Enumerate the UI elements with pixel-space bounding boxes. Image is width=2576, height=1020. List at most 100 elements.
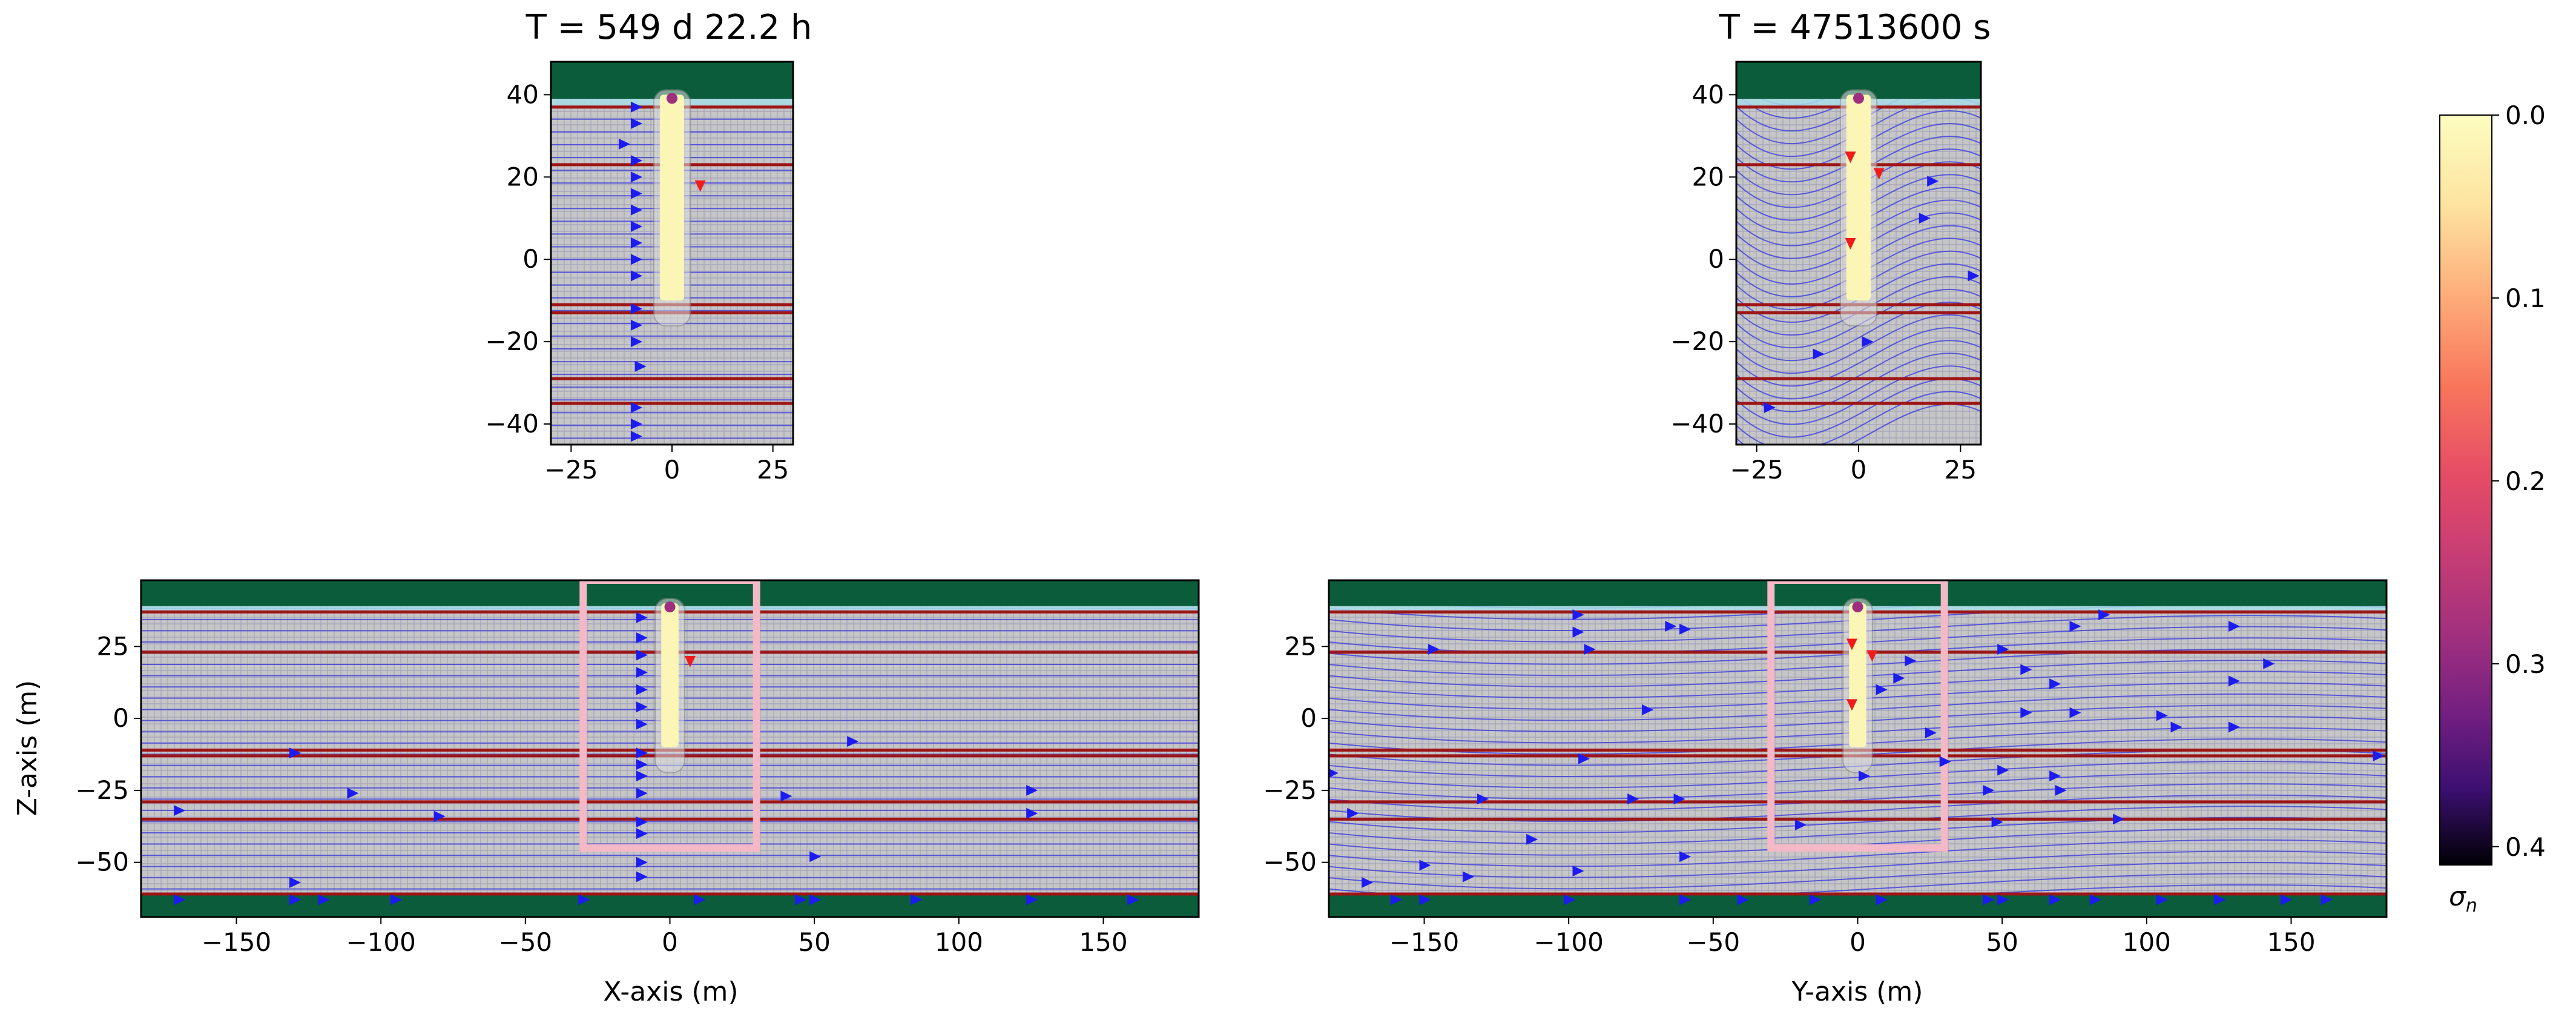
flow-arrow-red (1846, 638, 1857, 651)
flow-arrow-blue (2156, 894, 2168, 906)
flow-arrow-blue (1329, 768, 1339, 778)
y-tick-label: 20 (507, 162, 539, 191)
flow-arrow-blue (694, 894, 706, 906)
flow-arrow-blue (631, 204, 642, 216)
flow-arrow-blue (1859, 770, 1871, 782)
plot-content (1329, 580, 2387, 917)
flow-arrow-blue (1477, 793, 1489, 805)
plume (1849, 603, 1866, 747)
y-tick-label: −50 (75, 847, 129, 877)
streamline (1329, 850, 2387, 878)
flow-arrow-blue (1939, 756, 1951, 767)
flow-arrow-blue (1665, 621, 1677, 632)
flow-arrow-blue (2055, 784, 2067, 796)
bottom-green-layer (1329, 893, 2387, 917)
flow-arrow-blue (631, 303, 642, 314)
chart-panel-top-left: T = 549 d 22.2 h −25 0 25 −40 −20 0 20 40 (485, 8, 812, 485)
axis-ticks: −150 −100 −50 0 50 100 150 25 0 −25 −50 (75, 631, 1127, 957)
flow-arrow-blue (631, 188, 642, 199)
flow-arrow-blue (631, 431, 642, 442)
flow-arrow-blue (2098, 609, 2110, 621)
flow-arrow-blue (347, 787, 359, 799)
flow-arrow-blue (1925, 727, 1937, 738)
plot-area-top-left: −25 0 25 −40 −20 0 20 40 (485, 61, 794, 485)
streamline (1329, 761, 2387, 789)
flow-arrows (1329, 609, 2385, 906)
x-axis-label-bottom-left: X-axis (m) (603, 976, 738, 1007)
flow-arrow-blue (2214, 894, 2226, 906)
colorbar-label: σn (2449, 881, 2477, 916)
flow-arrow-blue (2228, 721, 2241, 733)
flow-arrow-blue (1627, 793, 1639, 805)
chart-title-top-left: T = 549 d 22.2 h (525, 8, 812, 47)
flow-arrow-blue (636, 871, 648, 883)
x-tick-label: 25 (757, 455, 789, 485)
plot-content (551, 62, 793, 445)
flow-arrow-blue (636, 747, 648, 759)
flow-arrow-blue (2089, 894, 2101, 906)
y-tick-label: −20 (1670, 326, 1724, 356)
y-tick-label: 0 (1708, 244, 1724, 274)
flow-arrow-blue (636, 787, 648, 799)
flow-arrow-blue (1927, 176, 1939, 187)
x-tick-label: −100 (1533, 927, 1603, 957)
chart-panel-bottom-right: −150 −100 −50 0 50 100 150 25 0 −25 −50 Y-axis (m) (1263, 579, 2388, 1007)
y-tick-label: −40 (485, 409, 539, 439)
flow-arrow-blue (1876, 894, 1888, 906)
flow-arrow-blue (2049, 770, 2061, 782)
streamline (1736, 314, 1981, 374)
injection-point (1853, 93, 1864, 104)
x-tick-label: 100 (2123, 927, 2171, 957)
flow-arrow-blue (631, 220, 642, 232)
x-axis-label-bottom-right: Y-axis (m) (1791, 976, 1923, 1007)
y-tick-label: −20 (485, 326, 539, 356)
flow-arrow-blue (1737, 894, 1749, 906)
flow-arrow-blue (636, 701, 648, 713)
flow-arrow-red (684, 656, 696, 668)
flow-arrow-blue (809, 851, 822, 863)
flow-arrow-blue (1919, 213, 1931, 224)
y-tick-label: 40 (1692, 79, 1724, 109)
plume (661, 603, 679, 747)
flow-arrow-blue (1419, 894, 1431, 906)
y-tick-label: 40 (507, 79, 539, 109)
flow-arrow-blue (1526, 833, 1538, 845)
colorbar: 0.0 0.1 0.2 0.3 0.4 σn (2439, 101, 2546, 916)
plot-area-top-right: −25 0 25 −40 −20 0 20 40 (1670, 61, 1982, 485)
colorbar-gradient (2439, 114, 2492, 866)
flow-arrow-blue (2321, 894, 2333, 906)
x-tick-label: 0 (662, 927, 678, 957)
flow-arrow-blue (1390, 894, 1402, 906)
flow-arrow-blue (636, 632, 648, 644)
colorbar-ticks: 0.0 0.1 0.2 0.3 0.4 (2492, 101, 2546, 862)
axis-ticks: −25 0 25 −40 −20 0 20 40 (485, 79, 789, 485)
flow-arrow-red (1845, 151, 1856, 164)
y-tick-label: 25 (97, 631, 129, 661)
streamline (1736, 327, 1981, 387)
flow-arrow-blue (1813, 348, 1825, 360)
inset-frame (579, 580, 760, 852)
flow-arrow-blue (1642, 704, 1654, 715)
flow-arrow-blue (619, 138, 630, 150)
y-tick-label: −25 (75, 775, 129, 805)
flow-arrow-blue (1876, 684, 1888, 695)
y-tick-label: 0 (1300, 703, 1317, 733)
colorbar-label-sigma: σ (2449, 881, 2466, 912)
flow-arrow-blue (809, 894, 822, 906)
flow-arrow-blue (1679, 851, 1692, 863)
flow-arrow-blue (1026, 807, 1038, 819)
flow-arrow-blue (631, 254, 642, 265)
plot-content (141, 580, 1199, 917)
y-tick-label: 0 (522, 244, 539, 274)
x-tick-label: −150 (1389, 927, 1459, 957)
flow-arrow-blue (1997, 644, 2009, 655)
y-tick-label: 20 (1692, 162, 1724, 191)
flow-arrow-blue (1572, 865, 1584, 876)
flow-arrow-blue (1584, 644, 1596, 655)
flow-arrow-blue (1428, 644, 1440, 655)
streamline (1736, 340, 1981, 400)
chart-panel-top-right: T = 47513600 s −25 0 25 −40 −20 0 20 40 (1670, 8, 1991, 485)
chart-panel-bottom-left: −150 −100 −50 0 50 100 150 25 0 −25 −50 X-axis (m)… (12, 579, 1200, 1007)
flow-arrow-blue (174, 805, 186, 816)
flow-arrow-blue (2228, 675, 2241, 687)
